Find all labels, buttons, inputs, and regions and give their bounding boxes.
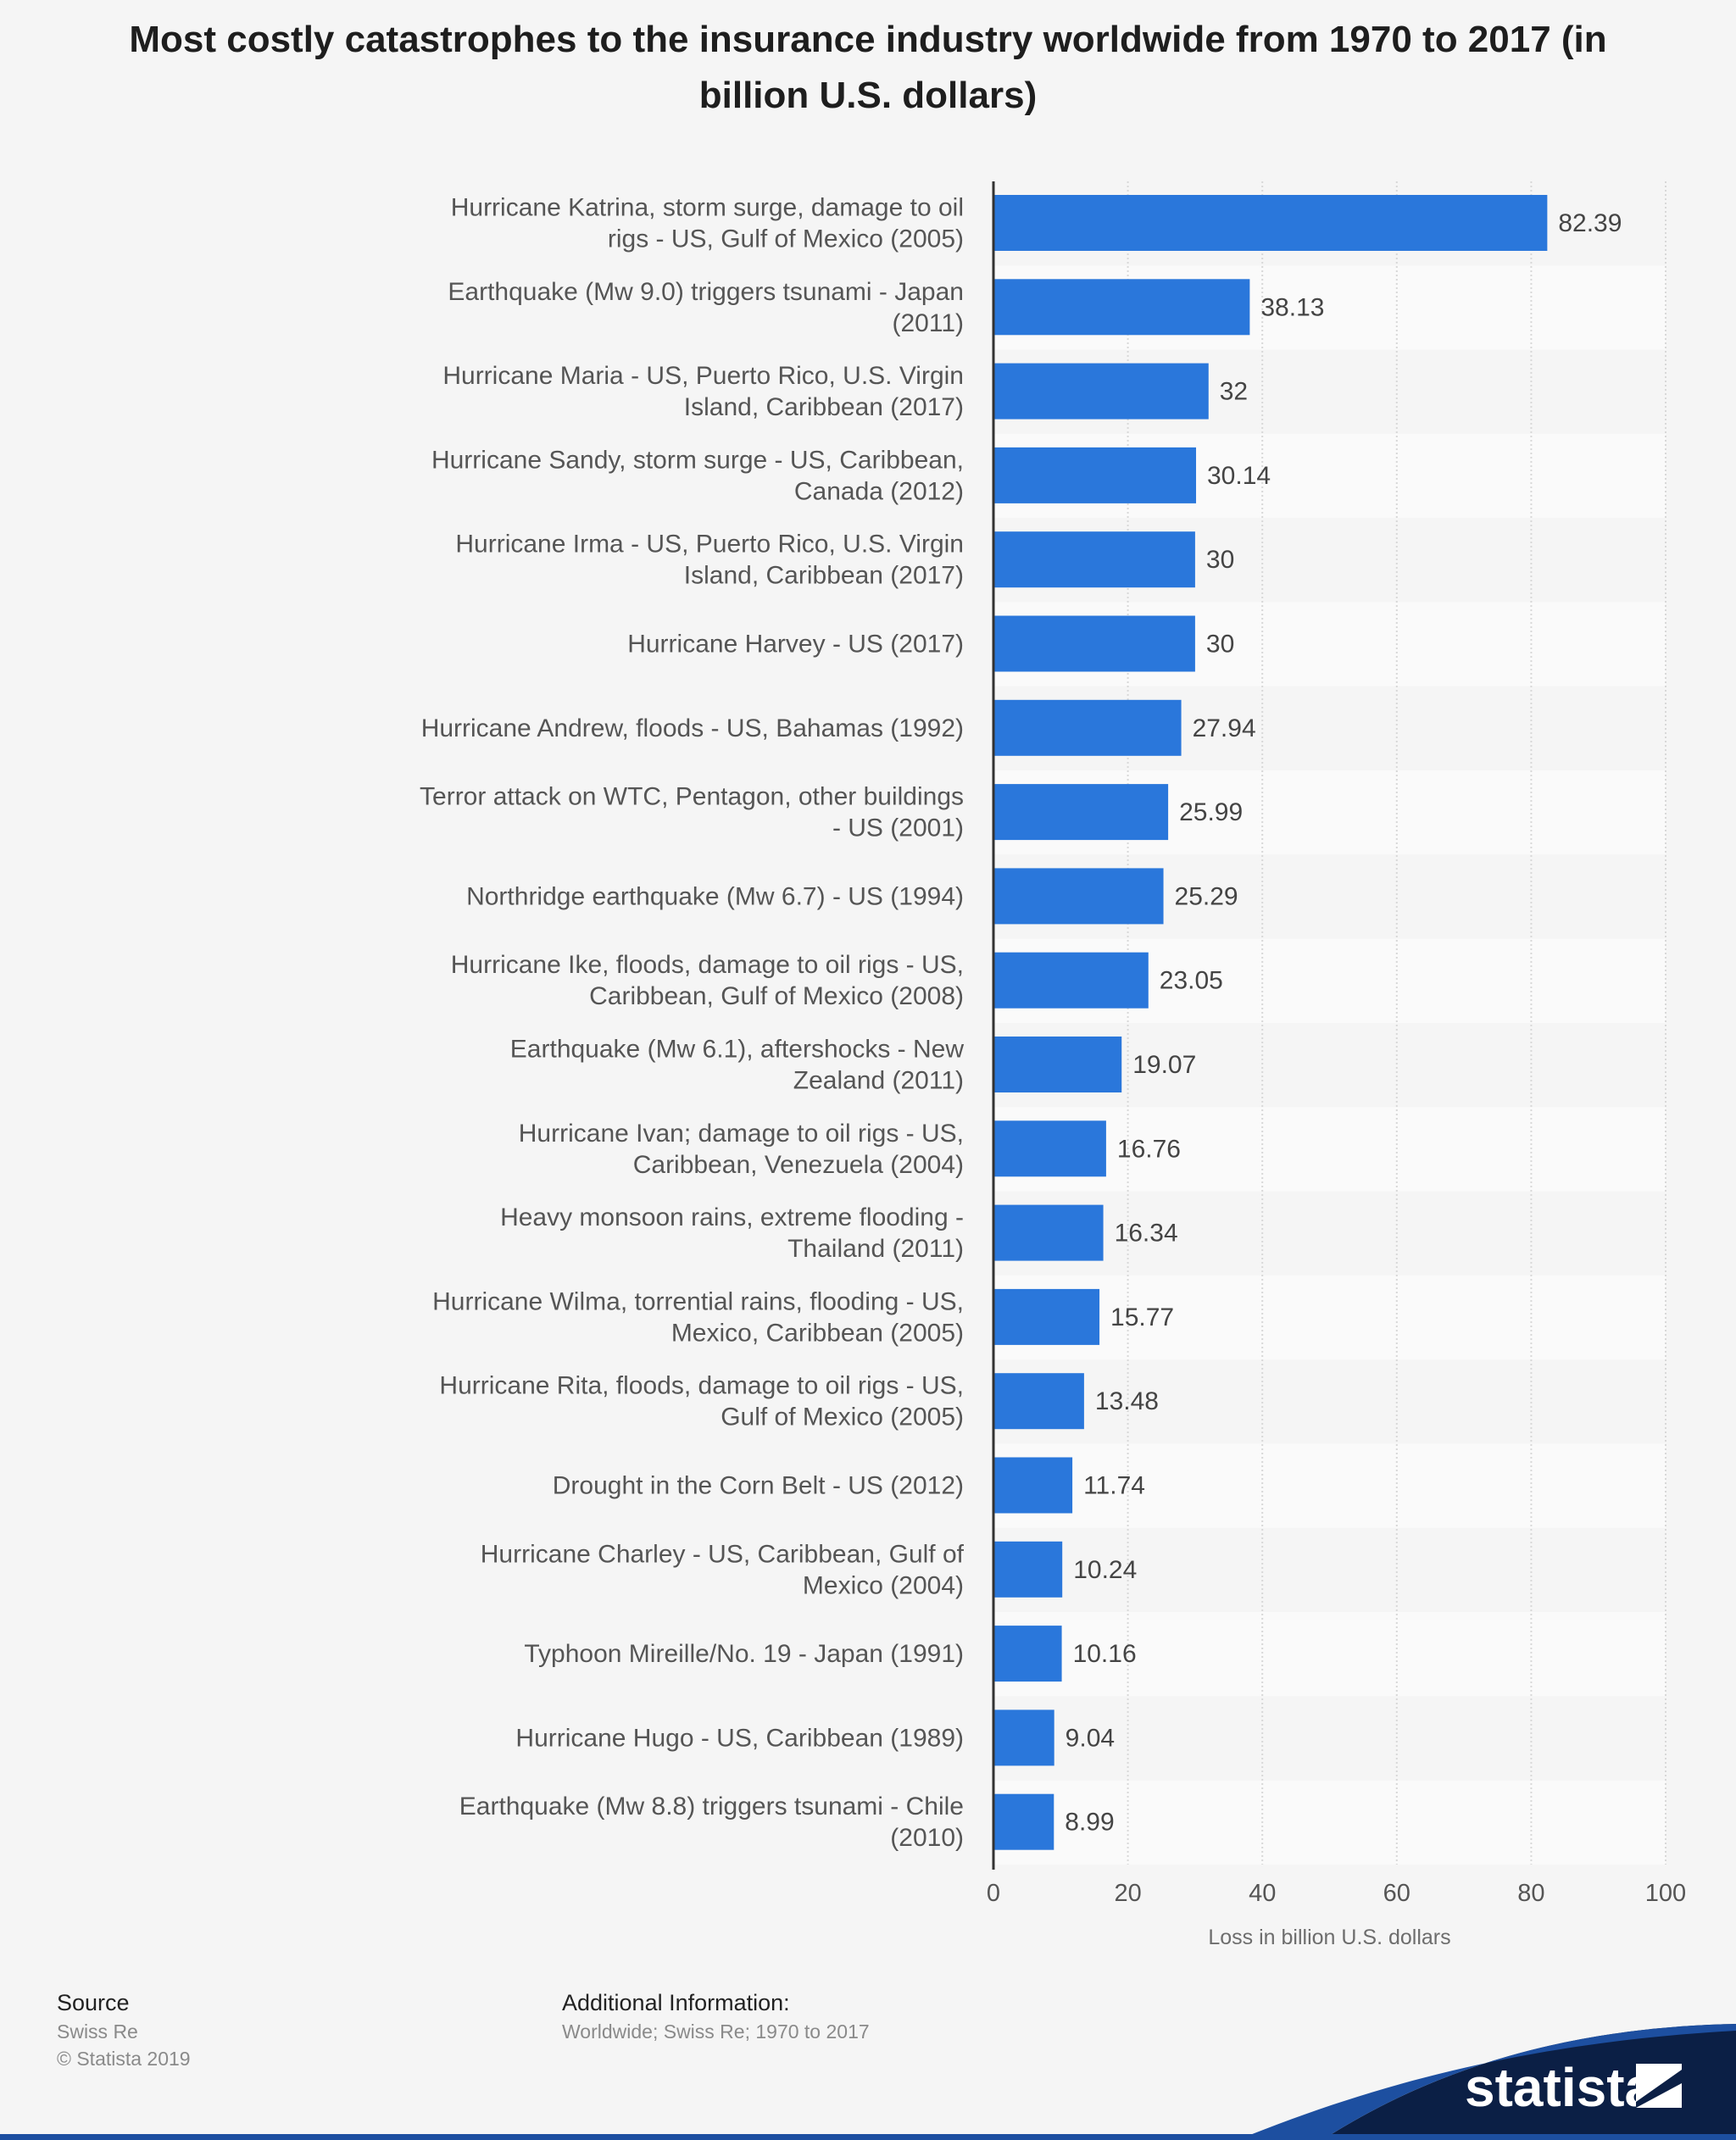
footer: statista Source Swiss Re © Statista 2019… — [0, 1983, 1736, 2140]
source-heading: Source — [57, 1990, 130, 2015]
bar[interactable] — [993, 868, 1164, 925]
category-label: Hurricane Maria - US, Puerto Rico, U.S. … — [442, 362, 964, 421]
category-label: Heavy monsoon rains, extreme flooding -T… — [500, 1203, 964, 1263]
bar[interactable] — [993, 1541, 1063, 1598]
x-tick-label: 20 — [1114, 1880, 1141, 1907]
x-tick-label: 100 — [1645, 1880, 1686, 1907]
row-band — [993, 1275, 1666, 1360]
bar[interactable] — [993, 279, 1250, 336]
category-label: Hurricane Harvey - US (2017) — [627, 631, 964, 659]
bar[interactable] — [993, 1204, 1104, 1261]
value-label: 30 — [1206, 546, 1234, 574]
bar[interactable] — [993, 1793, 1054, 1850]
row-band — [993, 1191, 1666, 1276]
additional-info-heading: Additional Information: — [562, 1990, 790, 2015]
bar[interactable] — [993, 1626, 1062, 1682]
value-label: 11.74 — [1083, 1472, 1145, 1500]
value-label: 25.29 — [1175, 882, 1238, 910]
bar[interactable] — [993, 531, 1195, 588]
value-label: 30 — [1206, 631, 1234, 659]
value-label: 9.04 — [1066, 1724, 1115, 1752]
x-tick-label: 60 — [1383, 1880, 1410, 1907]
value-label: 10.16 — [1073, 1640, 1137, 1668]
footer-swoosh: statista — [0, 2024, 1736, 2140]
category-label: Earthquake (Mw 8.8) triggers tsunami - C… — [459, 1793, 964, 1852]
chart-title: Most costly catastrophes to the insuranc… — [129, 19, 1607, 116]
row-band — [993, 1780, 1666, 1865]
source-name[interactable]: Swiss Re — [57, 2020, 138, 2043]
value-label: 23.05 — [1160, 967, 1223, 995]
statista-logo-icon — [1636, 2064, 1682, 2108]
category-label: Hurricane Katrina, storm surge, damage t… — [451, 194, 964, 253]
category-label: Hurricane Hugo - US, Caribbean (1989) — [515, 1724, 964, 1752]
category-label: Hurricane Andrew, floods - US, Bahamas (… — [421, 714, 964, 742]
category-label: Hurricane Wilma, torrential rains, flood… — [432, 1287, 964, 1347]
row-band — [993, 1443, 1666, 1528]
value-label: 82.39 — [1558, 209, 1622, 237]
value-label: 16.76 — [1117, 1135, 1181, 1163]
value-labels: 82.39 38.13 32 30.14 30 30 27.94 25.99 25.29 23.0… — [1065, 209, 1622, 1837]
value-label: 8.99 — [1065, 1809, 1114, 1837]
value-label: 13.48 — [1095, 1387, 1159, 1415]
category-label: Earthquake (Mw 6.1), aftershocks - New Ze… — [510, 1036, 965, 1095]
bar[interactable] — [993, 784, 1169, 841]
row-band — [993, 1612, 1666, 1697]
row-bands — [993, 181, 1666, 1865]
category-label: Hurricane Sandy, storm surge - US, Carib… — [431, 446, 964, 505]
bars — [993, 195, 1548, 1850]
category-labels: Hurricane Katrina, storm surge, damage t… — [420, 194, 965, 1853]
value-label: 25.99 — [1179, 798, 1243, 826]
bar[interactable] — [993, 1373, 1084, 1430]
category-label: Hurricane Irma - US, Puerto Rico, U.S. V… — [455, 531, 964, 590]
statista-logo[interactable]: statista — [1465, 2057, 1655, 2118]
category-label: Hurricane Charley - US, Caribbean, Gulf … — [481, 1540, 965, 1599]
bar[interactable] — [993, 1288, 1100, 1345]
category-label: Drought in the Corn Belt - US (2012) — [553, 1472, 964, 1500]
category-label: Northridge earthquake (Mw 6.7) - US (199… — [466, 882, 964, 910]
category-label: Earthquake (Mw 9.0) triggers tsunami - J… — [448, 278, 964, 337]
value-label: 10.24 — [1073, 1556, 1137, 1584]
category-label: Hurricane Ivan; damage to oil rigs - US,… — [519, 1120, 964, 1179]
category-label: Hurricane Ike, floods, damage to oil rig… — [451, 951, 964, 1010]
value-label: 16.34 — [1115, 1220, 1178, 1248]
x-tick-label: 0 — [987, 1880, 1000, 1907]
bar[interactable] — [993, 1120, 1106, 1177]
category-label: Hurricane Rita, floods, damage to oil ri… — [439, 1372, 964, 1431]
category-label: Typhoon Mireille/No. 19 - Japan (1991) — [524, 1640, 964, 1668]
bar[interactable] — [993, 1709, 1054, 1766]
value-label: 19.07 — [1132, 1051, 1196, 1079]
additional-info-text: Worldwide; Swiss Re; 1970 to 2017 — [562, 2020, 870, 2043]
bar[interactable] — [993, 615, 1195, 672]
row-band — [993, 1696, 1666, 1781]
bar[interactable] — [993, 699, 1182, 756]
bar[interactable] — [993, 363, 1209, 420]
bar[interactable] — [993, 195, 1548, 251]
category-label: Terror attack on WTC, Pentagon, other bu… — [420, 783, 964, 842]
copyright: © Statista 2019 — [57, 2048, 191, 2070]
bar[interactable] — [993, 1457, 1073, 1514]
value-label: 27.94 — [1193, 714, 1256, 742]
bar-chart: Hurricane Katrina, storm surge, damage t… — [420, 181, 1686, 1949]
x-tick-label: 40 — [1249, 1880, 1276, 1907]
value-label: 30.14 — [1207, 462, 1271, 490]
x-axis-title: Loss in billion U.S. dollars — [1208, 1926, 1450, 1949]
value-label: 15.77 — [1110, 1303, 1174, 1331]
value-label: 38.13 — [1260, 293, 1324, 321]
bar[interactable] — [993, 1037, 1122, 1092]
x-tick-label: 80 — [1517, 1880, 1544, 1907]
value-label: 32 — [1220, 378, 1248, 406]
bar[interactable] — [993, 447, 1197, 503]
x-tick-labels: 0 20 40 60 80 100 — [987, 1880, 1686, 1907]
row-band — [993, 1527, 1666, 1613]
row-band — [993, 1359, 1666, 1444]
bar[interactable] — [993, 952, 1149, 1009]
